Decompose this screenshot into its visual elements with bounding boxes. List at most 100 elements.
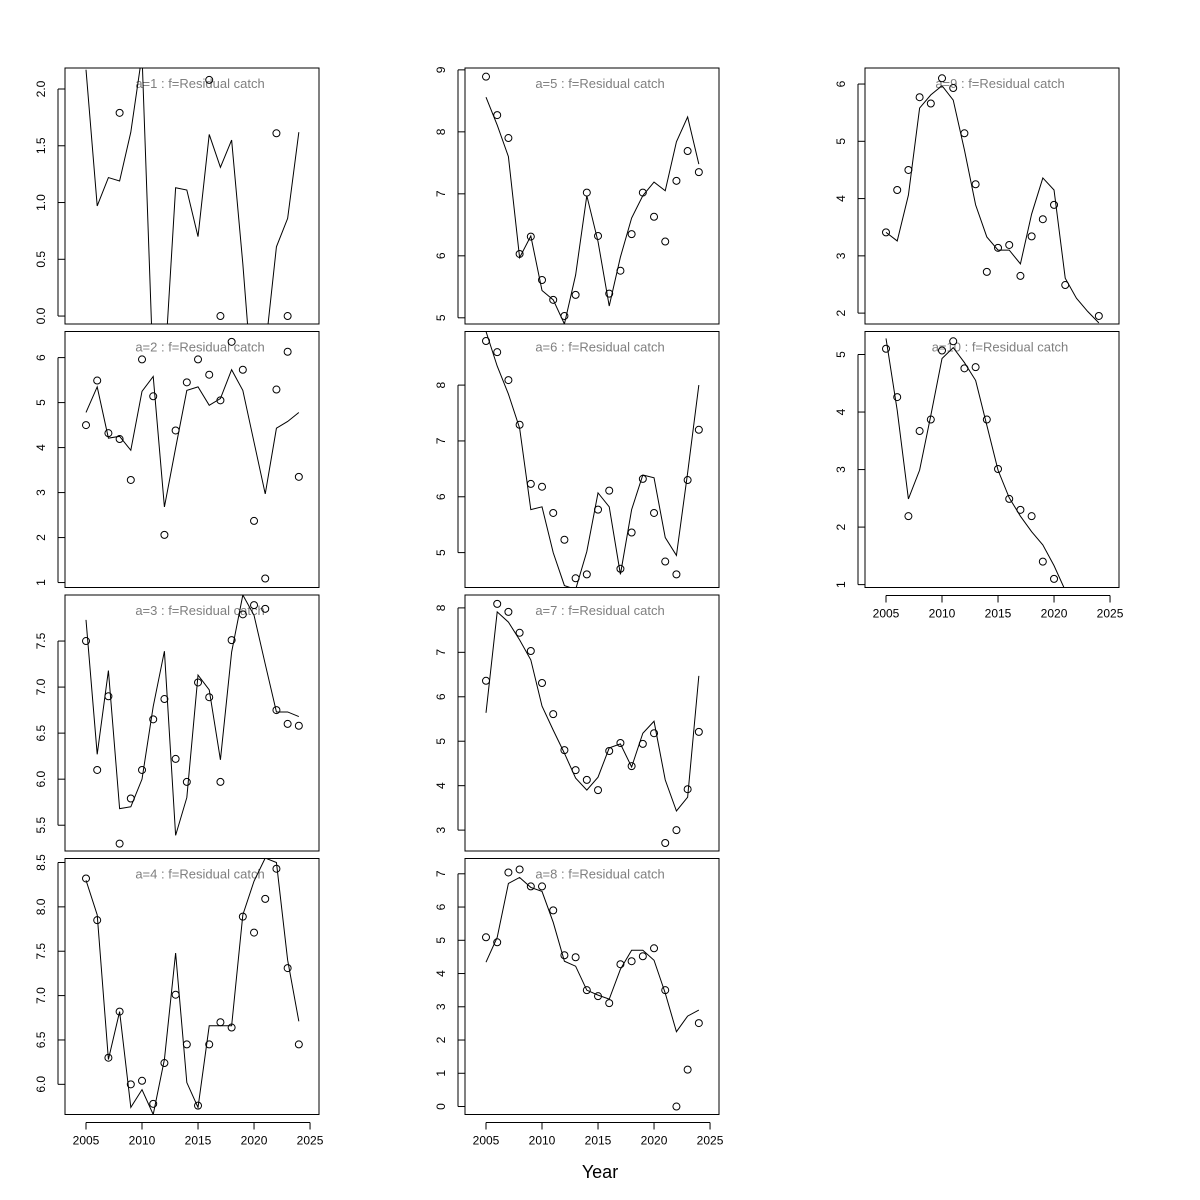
panel: a=3 : f=Residual catch 5.5 6.0 6.5 7.0 7.5: [34, 594, 320, 852]
fitted-line: [85, 858, 300, 1115]
observed-point: [915, 93, 924, 102]
y-tick-label: 5: [834, 138, 848, 145]
x-tick-label: 2020: [641, 1134, 668, 1148]
y-tick-label: 6: [434, 493, 448, 500]
observed-point: [272, 385, 281, 394]
observed-point: [149, 1099, 158, 1108]
y-tick-label: 7.5: [34, 632, 48, 649]
y-tick-label: 5: [834, 351, 848, 358]
observed-point: [882, 344, 891, 353]
observed-point: [182, 1040, 191, 1049]
plot-frame: [864, 331, 1120, 588]
panel-title: a=9 : f=Residual catch: [935, 76, 1064, 91]
x-tick-label: 2015: [185, 1134, 212, 1148]
observed-point: [138, 765, 147, 774]
observed-point: [283, 347, 292, 356]
observed-point: [582, 775, 591, 784]
observed-point: [515, 628, 524, 637]
observed-point: [250, 601, 259, 610]
observed-point: [205, 693, 214, 702]
observed-point: [294, 472, 303, 481]
observed-point: [182, 777, 191, 786]
observed-point: [549, 906, 558, 915]
y-tick-label: 6: [834, 80, 848, 87]
panel-title: a=4 : f=Residual catch: [135, 867, 264, 882]
observed-point: [683, 476, 692, 485]
observed-point: [504, 376, 513, 385]
plot-frame: [864, 67, 1120, 325]
y-tick-label: 5: [434, 549, 448, 556]
panel: a=10 : f=Residual catch 1 2 3 4 5 2005 2010 2015…: [834, 331, 1124, 621]
y-tick-label: 1.5: [34, 137, 48, 154]
observed-point: [238, 912, 247, 921]
observed-point: [216, 777, 225, 786]
fitted-line: [485, 96, 700, 324]
observed-point: [904, 512, 913, 521]
fitted-line: [85, 595, 300, 836]
observed-point: [627, 762, 636, 771]
y-tick-label: 6.0: [34, 1076, 48, 1093]
observed-point: [938, 346, 947, 355]
observed-point: [683, 1065, 692, 1074]
observed-point: [605, 999, 614, 1008]
observed-point: [571, 290, 580, 299]
fitted-line: [885, 338, 1065, 588]
y-tick-label: 4: [434, 970, 448, 977]
x-tick-label: 2005: [473, 1134, 500, 1148]
observed-point: [661, 237, 670, 246]
y-tick-label: 8.0: [34, 898, 48, 915]
observed-point: [493, 348, 502, 357]
observed-point: [616, 739, 625, 747]
y-tick-label: 6: [434, 903, 448, 910]
y-tick-label: 9: [434, 66, 448, 73]
observed-point: [627, 230, 636, 239]
observed-point: [1005, 240, 1014, 249]
panel: a=9 : f=Residual catch 2 3 4 5 6: [834, 67, 1120, 325]
y-tick-label: 1: [34, 579, 48, 586]
observed-point: [216, 312, 225, 321]
y-tick-label: 6.5: [34, 724, 48, 741]
y-tick-label: 2.0: [34, 80, 48, 97]
observed-point: [1050, 200, 1059, 209]
plot-frame: [64, 594, 320, 852]
observed-point: [594, 786, 603, 795]
observed-point: [605, 289, 614, 298]
observed-point: [126, 1080, 135, 1089]
plot-frame: [464, 858, 720, 1115]
plot-frame: [64, 67, 320, 325]
observed-point: [504, 134, 513, 143]
panel: a=5 : f=Residual catch 5 6 7 8 9: [434, 66, 720, 325]
observed-point: [1094, 311, 1103, 320]
observed-point: [960, 129, 969, 138]
x-tick-label: 2025: [697, 1134, 724, 1148]
plot-frame: [464, 594, 720, 852]
observed-point: [194, 355, 203, 364]
observed-point: [672, 570, 681, 579]
fitted-line: [885, 85, 1100, 324]
observed-point: [526, 882, 535, 891]
observed-point: [672, 176, 681, 185]
observed-point: [160, 695, 169, 704]
observed-point: [194, 1101, 203, 1110]
observed-point: [283, 964, 292, 973]
observed-point: [1038, 215, 1047, 224]
observed-point: [149, 715, 158, 724]
observed-point: [160, 530, 169, 539]
y-tick-label: 7.0: [34, 678, 48, 695]
x-axis-label: Year: [582, 1162, 618, 1182]
observed-point: [672, 1102, 681, 1111]
observed-point: [138, 355, 147, 364]
observed-point: [93, 765, 102, 774]
observed-point: [672, 826, 681, 835]
observed-point: [205, 75, 214, 84]
observed-point: [482, 72, 491, 81]
observed-point: [627, 957, 636, 966]
y-tick-label: 7.5: [34, 943, 48, 960]
observed-point: [560, 535, 569, 544]
plot-frame: [64, 331, 320, 588]
observed-point: [538, 679, 547, 687]
y-tick-label: 5: [434, 738, 448, 745]
observed-point: [538, 882, 547, 891]
panel-title: a=8 : f=Residual catch: [535, 867, 664, 882]
